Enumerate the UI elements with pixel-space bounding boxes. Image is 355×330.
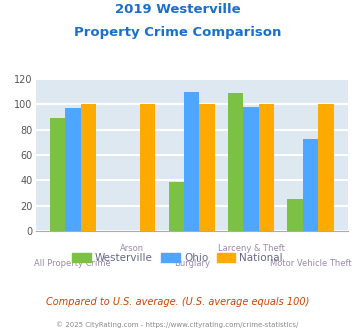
Legend: Westerville, Ohio, National: Westerville, Ohio, National (68, 248, 287, 267)
Bar (184, 92, 200, 231)
Bar (50, 118, 65, 231)
Text: 2019 Westerville: 2019 Westerville (115, 3, 240, 16)
Bar (303, 139, 318, 231)
Bar (228, 93, 244, 231)
Bar (140, 105, 155, 231)
Text: Burglary: Burglary (174, 259, 210, 268)
Text: Arson: Arson (120, 244, 144, 252)
Text: All Property Crime: All Property Crime (34, 259, 111, 268)
Text: Property Crime Comparison: Property Crime Comparison (74, 26, 281, 39)
Text: © 2025 CityRating.com - https://www.cityrating.com/crime-statistics/: © 2025 CityRating.com - https://www.city… (56, 322, 299, 328)
Text: Motor Vehicle Theft: Motor Vehicle Theft (270, 259, 351, 268)
Bar (259, 105, 274, 231)
Bar (81, 105, 96, 231)
Text: Larceny & Theft: Larceny & Theft (218, 244, 285, 252)
Bar (244, 107, 259, 231)
Bar (318, 105, 334, 231)
Bar (200, 105, 215, 231)
Bar (287, 199, 303, 231)
Bar (65, 108, 81, 231)
Bar (169, 182, 184, 231)
Text: Compared to U.S. average. (U.S. average equals 100): Compared to U.S. average. (U.S. average … (46, 297, 309, 307)
